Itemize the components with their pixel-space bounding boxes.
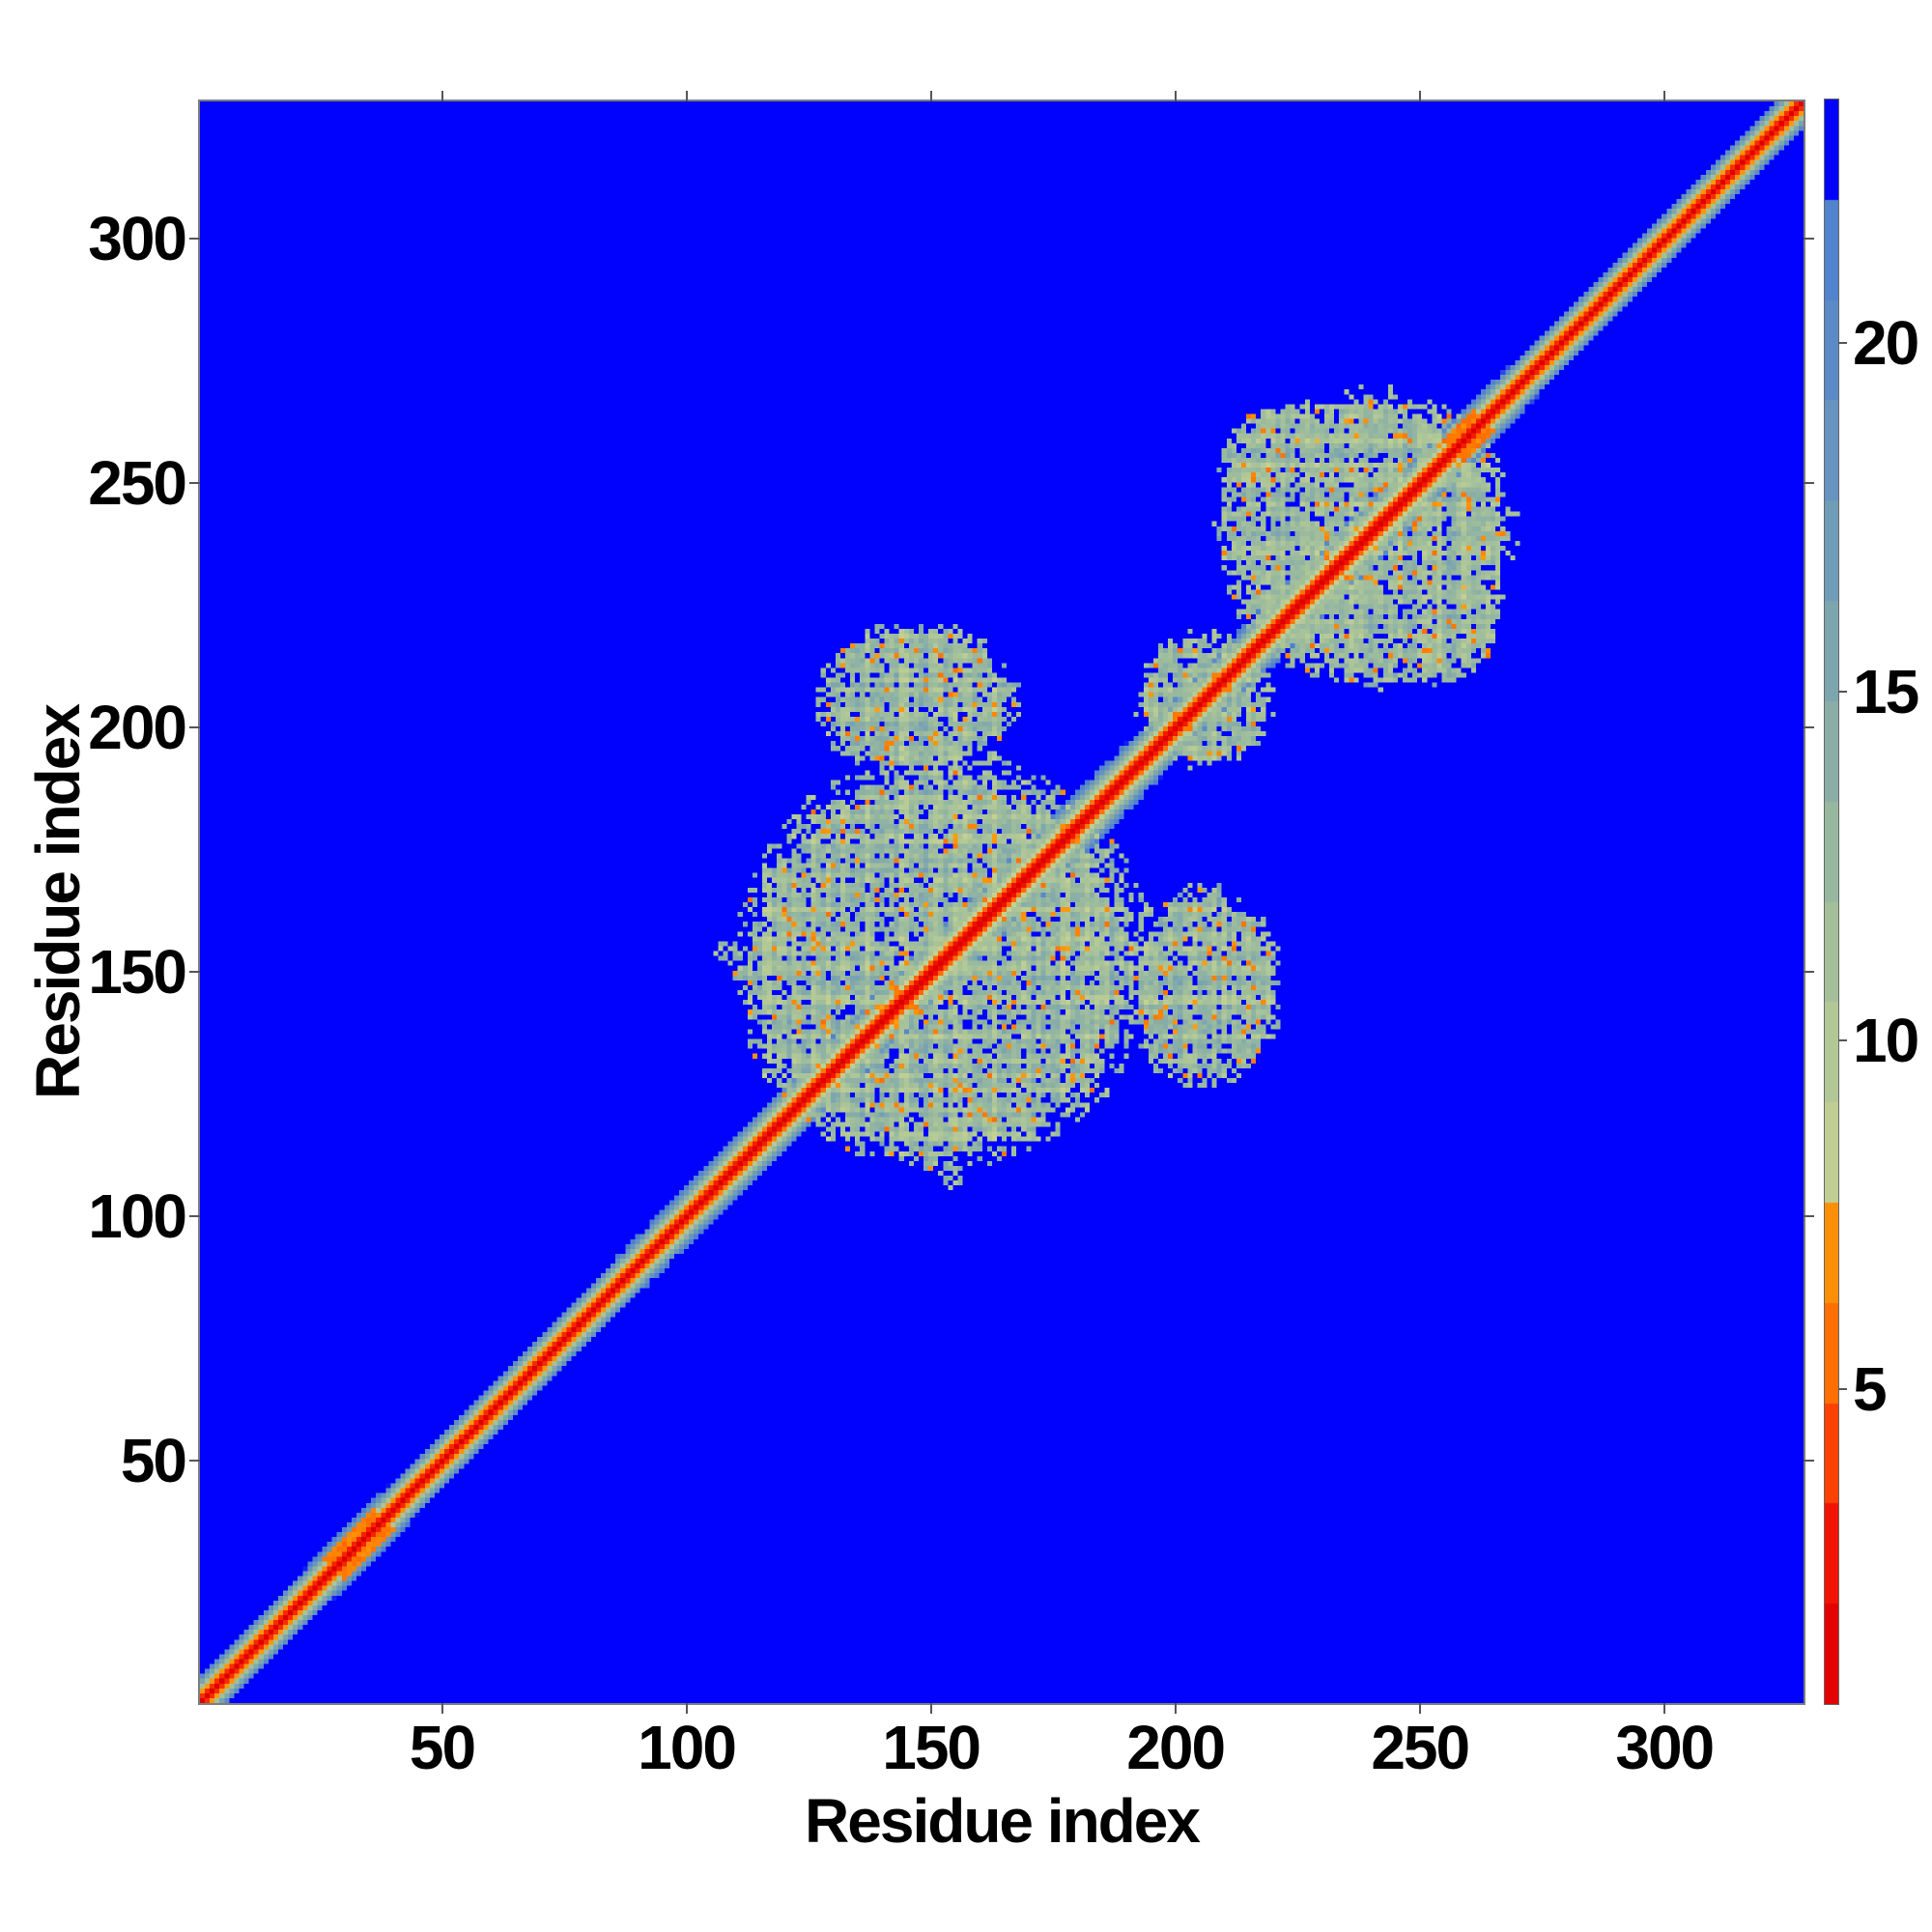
y-tick-label: 150 (88, 937, 187, 1008)
colorbar (1824, 99, 1839, 1705)
colorbar-tick-mark (1838, 1388, 1847, 1391)
x-tick-label: 150 (882, 1713, 981, 1782)
x-tick-label: 200 (1126, 1713, 1226, 1782)
x-tick-label: 100 (638, 1713, 737, 1782)
x-tick-mark (685, 1703, 688, 1714)
x-tick-mark (1662, 1703, 1665, 1714)
y-tick-mark (189, 1215, 200, 1218)
y-tick-label: 200 (88, 693, 187, 763)
y-tick-mark (189, 1460, 200, 1463)
x-tick-mark-top (1662, 91, 1665, 101)
y-tick-label: 50 (120, 1426, 187, 1496)
colorbar-tick-label: 5 (1853, 1354, 1888, 1425)
y-tick-mark-right (1804, 1215, 1814, 1218)
y-tick-label: 100 (88, 1181, 187, 1252)
colorbar-tick-label: 20 (1853, 307, 1919, 378)
y-tick-mark (189, 238, 200, 241)
y-tick-mark (189, 726, 200, 729)
colorbar-tick-mark (1838, 1038, 1847, 1041)
y-tick-mark (189, 971, 200, 974)
y-tick-mark-right (1804, 971, 1814, 974)
y-tick-mark-right (1804, 1460, 1814, 1463)
x-tick-mark-top (929, 91, 932, 101)
colorbar-tick-label: 10 (1853, 1005, 1919, 1075)
y-tick-mark (189, 482, 200, 485)
y-tick-mark-right (1804, 238, 1814, 241)
x-tick-mark-top (685, 91, 688, 101)
x-tick-label: 300 (1615, 1713, 1715, 1782)
x-tick-mark-top (1418, 91, 1421, 101)
x-tick-label: 250 (1371, 1713, 1470, 1782)
y-tick-label: 300 (88, 204, 187, 274)
x-tick-mark-top (1174, 91, 1177, 101)
colorbar-tick-mark (1838, 690, 1847, 693)
x-tick-mark (440, 1703, 443, 1714)
x-tick-label: 50 (409, 1713, 476, 1782)
x-tick-mark (1174, 1703, 1177, 1714)
x-tick-mark (929, 1703, 932, 1714)
y-axis-title: Residue index (23, 705, 93, 1099)
y-tick-label: 250 (88, 448, 187, 519)
y-tick-mark-right (1804, 726, 1814, 729)
distance-matrix-heatmap (200, 101, 1804, 1703)
x-tick-mark-top (440, 91, 443, 101)
y-tick-mark-right (1804, 482, 1814, 485)
x-axis-title: Residue index (805, 1786, 1201, 1856)
colorbar-tick-label: 15 (1853, 656, 1919, 726)
x-tick-mark (1418, 1703, 1421, 1714)
colorbar-tick-mark (1838, 341, 1847, 344)
